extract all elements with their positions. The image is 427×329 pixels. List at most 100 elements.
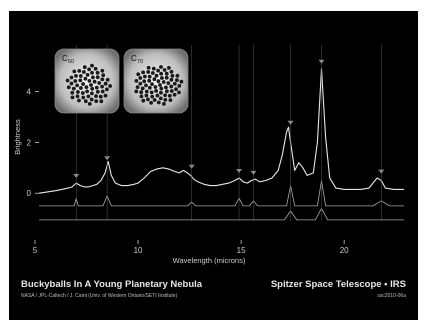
molecule-atom <box>163 98 168 102</box>
molecule-atom <box>156 100 161 105</box>
molecule-label: C <box>131 54 137 63</box>
molecule-atom <box>147 85 152 90</box>
molecule-atom <box>144 83 148 88</box>
molecule-atom <box>75 94 80 99</box>
molecule-atom <box>90 70 94 75</box>
molecule-atom <box>138 81 143 86</box>
molecule-atom <box>152 77 157 82</box>
molecule-atom <box>164 85 168 90</box>
y-tick-label: 4 <box>27 88 32 97</box>
molecule-atom <box>103 81 108 86</box>
molecule-atom <box>149 100 154 105</box>
molecule-atom <box>164 75 169 80</box>
caption-left: Buckyballs In A Young Planetary Nebula N… <box>21 279 202 299</box>
molecule-atom <box>150 71 155 75</box>
molecule-atom <box>169 89 174 93</box>
molecule-atom <box>69 75 74 80</box>
peak-marker <box>318 59 325 64</box>
molecule-atom <box>147 74 152 79</box>
molecule-atom <box>163 93 168 98</box>
molecule-atom <box>103 93 108 98</box>
x-tick-label: 5 <box>33 246 38 255</box>
caption-title: Buckyballs In A Young Planetary Nebula <box>21 279 203 290</box>
molecule-atom <box>159 86 164 91</box>
molecule-atom <box>87 67 91 72</box>
y-axis-label: Brightness <box>13 119 22 155</box>
peak-marker <box>236 168 243 173</box>
molecule-atom <box>100 77 105 82</box>
molecule-atom <box>175 73 180 78</box>
molecule-atom <box>159 65 163 69</box>
molecule-atom <box>146 97 150 102</box>
molecule-atom <box>94 94 98 98</box>
molecule-atom <box>141 98 146 103</box>
molecule-atom <box>94 85 99 90</box>
molecule-atom <box>83 76 88 81</box>
molecule-atom <box>159 71 164 76</box>
molecule-atom <box>143 74 147 79</box>
molecule-atom <box>65 78 70 83</box>
molecule-atom <box>169 77 174 82</box>
molecule-label-subscript: 70 <box>137 59 143 65</box>
molecule-atom <box>169 84 174 89</box>
molecule-atom <box>105 77 110 82</box>
molecule-atom <box>147 78 152 83</box>
peak-marker <box>188 164 195 169</box>
molecule-atom <box>90 63 94 68</box>
molecule-atom <box>158 83 162 87</box>
molecule-atom <box>174 87 178 91</box>
x-axis-label: Wavelength (microns) <box>173 256 246 265</box>
molecule-atom <box>172 92 177 97</box>
molecule-atom <box>159 90 163 95</box>
molecule-atom <box>154 89 159 93</box>
molecule-atom <box>94 99 99 103</box>
molecule-atom <box>75 83 79 88</box>
molecule-atom <box>82 70 86 74</box>
molecule-atom <box>170 74 175 78</box>
molecule-atom <box>86 94 91 99</box>
molecule-atom <box>81 82 85 86</box>
molecule-label-subscript: 60 <box>68 59 74 65</box>
molecule-atom <box>144 93 149 98</box>
figure-panel: 5 10 15 20 0 2 4 C 60 C 70 Wavelength (microns) B… <box>9 11 418 320</box>
molecule-atom <box>100 84 104 89</box>
peak-marker <box>287 120 294 125</box>
molecule-atom <box>83 99 88 104</box>
molecule-atom <box>100 68 105 73</box>
molecule-atom <box>95 75 100 80</box>
molecule-atom <box>78 78 83 83</box>
y-tick-label: 0 <box>27 189 32 198</box>
molecule-atom <box>89 83 93 87</box>
molecule-atom <box>156 68 161 73</box>
peak-marker <box>104 156 111 161</box>
molecule-atom <box>146 65 151 70</box>
molecule-atom <box>134 79 139 83</box>
molecule-atom <box>95 70 100 75</box>
molecule-atom <box>150 94 155 99</box>
molecule-atom <box>149 90 154 95</box>
x-tick-label: 15 <box>237 246 246 255</box>
molecule-atom <box>162 68 167 72</box>
molecule-atom <box>87 102 92 106</box>
caption-credit: NASA / JPL-Caltech / J. Cami (Univ. of W… <box>21 293 178 299</box>
molecule-atom <box>179 79 184 84</box>
molecule-atom <box>172 81 177 86</box>
molecule-atom <box>138 76 143 80</box>
x-tick-label: 20 <box>340 246 349 255</box>
molecule-atom <box>71 86 76 91</box>
molecule-atom <box>74 74 78 78</box>
molecule-atom <box>80 91 85 95</box>
molecule-atom <box>100 89 105 94</box>
molecule-atom <box>72 69 77 74</box>
molecule-atom <box>79 86 83 90</box>
molecule-atom <box>158 96 163 101</box>
molecule-atom <box>95 89 100 94</box>
molecule-atom <box>166 81 171 85</box>
molecule-atom <box>66 85 71 90</box>
molecule-atom <box>87 79 92 83</box>
molecule-atom <box>97 81 102 85</box>
molecule-atom <box>152 98 157 102</box>
y-tick-label: 2 <box>27 138 32 147</box>
molecule-atom <box>160 76 164 80</box>
